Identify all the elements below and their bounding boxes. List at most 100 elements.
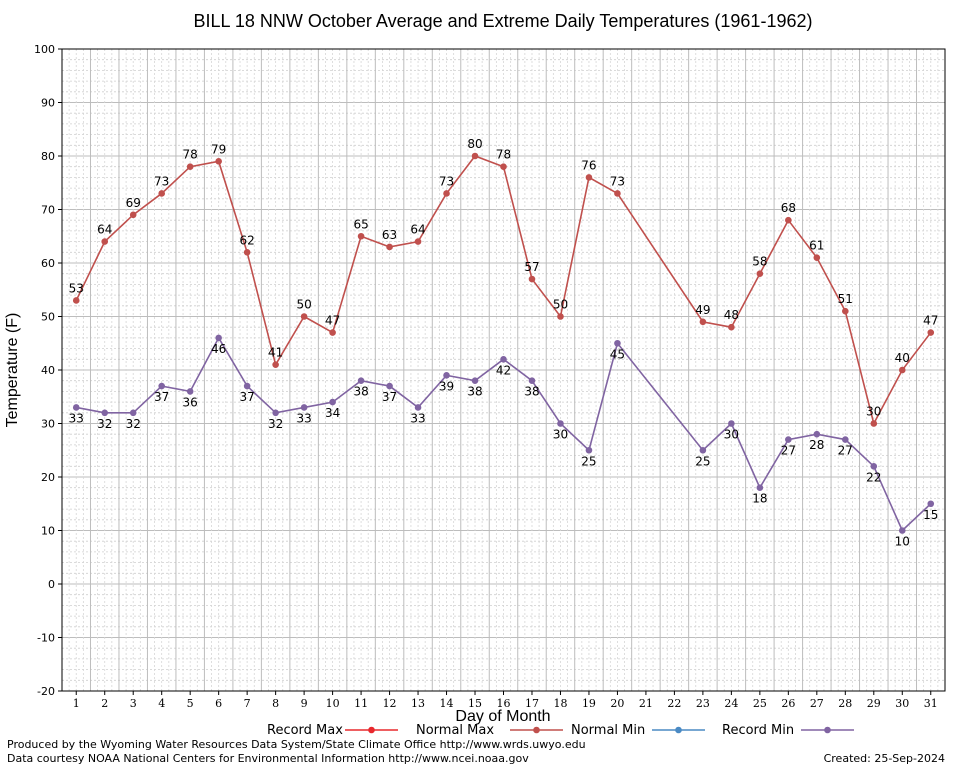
data-label: 34 (325, 406, 340, 420)
legend-swatch-marker (368, 726, 375, 734)
y-tick-label: -20 (37, 685, 55, 698)
data-label: 50 (553, 298, 568, 312)
x-tick-label: 25 (753, 697, 767, 710)
data-label: 18 (752, 492, 767, 506)
x-tick-label: 31 (924, 697, 938, 710)
data-label: 32 (126, 417, 141, 431)
data-label: 73 (154, 174, 169, 188)
data-label: 62 (240, 233, 255, 247)
y-tick-label: 90 (41, 97, 55, 110)
data-label: 48 (724, 308, 739, 322)
legend-swatch-marker (824, 726, 831, 734)
data-point (785, 216, 792, 224)
x-tick-label: 18 (553, 697, 567, 710)
data-label: 73 (610, 174, 625, 188)
data-point (842, 436, 849, 443)
x-tick-label: 19 (582, 697, 596, 710)
data-label: 73 (439, 174, 454, 188)
data-label: 63 (382, 228, 397, 242)
data-point (129, 409, 137, 417)
data-label: 25 (695, 454, 710, 468)
data-point (699, 446, 707, 454)
data-label: 33 (296, 411, 311, 425)
data-point (72, 297, 80, 304)
x-tick-label: 20 (610, 697, 624, 710)
data-point (813, 254, 821, 261)
x-tick-label: 16 (497, 697, 511, 710)
x-tick-label: 6 (215, 697, 222, 710)
data-label: 49 (695, 303, 710, 317)
data-point (728, 323, 735, 331)
legend: Record Max Normal Max Normal Min Record Min (267, 723, 854, 738)
data-label: 46 (211, 342, 226, 356)
series-layer: 53 64 69 73 78 79 62 41 50 47 65 63 64 73 80 78 57 50 76 73… (69, 137, 939, 549)
data-label: 45 (610, 347, 625, 361)
data-point (386, 382, 393, 390)
data-point (101, 238, 109, 245)
data-label: 30 (724, 428, 739, 442)
x-tick-label: 27 (810, 697, 824, 710)
data-point (414, 238, 422, 245)
data-point (528, 275, 536, 283)
legend-swatch-marker (675, 726, 682, 734)
data-point (186, 163, 194, 170)
legend-label: Record Max (267, 723, 343, 738)
legend-label: Normal Min (571, 723, 645, 738)
data-point (243, 382, 251, 390)
data-label: 27 (781, 444, 796, 458)
y-tick-label: 30 (41, 418, 55, 431)
data-point (500, 356, 507, 363)
data-label: 15 (923, 508, 938, 522)
x-tick-label: 5 (187, 697, 194, 710)
data-label: 39 (439, 379, 454, 393)
x-tick-label: 2 (101, 697, 108, 710)
y-tick-label: -10 (37, 632, 55, 645)
data-point (215, 158, 222, 165)
data-label: 36 (183, 395, 198, 409)
x-tick-label: 26 (781, 697, 795, 710)
data-label: 50 (296, 298, 311, 312)
x-tick-label: 12 (383, 697, 397, 710)
data-label: 47 (325, 314, 340, 328)
data-point (243, 249, 251, 256)
series-record-min: 33 32 32 37 36 46 37 32 33 34 38 37 33 39 38 42 38 30 25 45… (69, 334, 938, 549)
data-label: 51 (838, 292, 853, 306)
y-tick-label: 70 (41, 204, 55, 217)
data-point (528, 377, 536, 385)
data-label: 38 (353, 385, 368, 399)
x-tick-label: 9 (301, 697, 308, 710)
data-point (300, 313, 308, 320)
data-point (927, 329, 935, 336)
data-label: 61 (809, 239, 824, 253)
data-point (357, 377, 365, 385)
data-label: 38 (524, 385, 539, 399)
data-point (557, 313, 564, 320)
y-tick-label: 60 (41, 257, 55, 270)
x-tick-label: 22 (667, 697, 681, 710)
data-point (386, 243, 393, 251)
data-point (357, 232, 365, 240)
data-label: 40 (895, 351, 910, 365)
legend-label: Normal Max (416, 723, 494, 738)
x-axis-label: Day of Month (455, 708, 550, 725)
series-normal-max: 53 64 69 73 78 79 62 41 50 47 65 63 64 73 80 78 57 50 76 73… (69, 137, 938, 427)
data-point (500, 163, 507, 170)
data-point (756, 270, 764, 278)
x-tick-label: 23 (696, 697, 710, 710)
x-tick-label: 24 (724, 697, 738, 710)
x-tick-label: 1 (73, 697, 80, 710)
data-label: 22 (866, 470, 881, 484)
y-tick-label: 20 (41, 471, 55, 484)
x-tick-label: 14 (440, 697, 454, 710)
data-point (215, 334, 222, 342)
data-label: 32 (268, 417, 283, 431)
data-point (870, 420, 878, 427)
y-tick-label: 100 (34, 43, 55, 56)
data-point (813, 430, 821, 438)
data-point (785, 436, 792, 443)
chart-title: BILL 18 NNW October Average and Extreme … (194, 11, 813, 31)
footer-produced-by: Produced by the Wyoming Water Resources … (7, 738, 586, 751)
legend-swatch-marker (533, 726, 540, 734)
data-label: 79 (211, 142, 226, 156)
